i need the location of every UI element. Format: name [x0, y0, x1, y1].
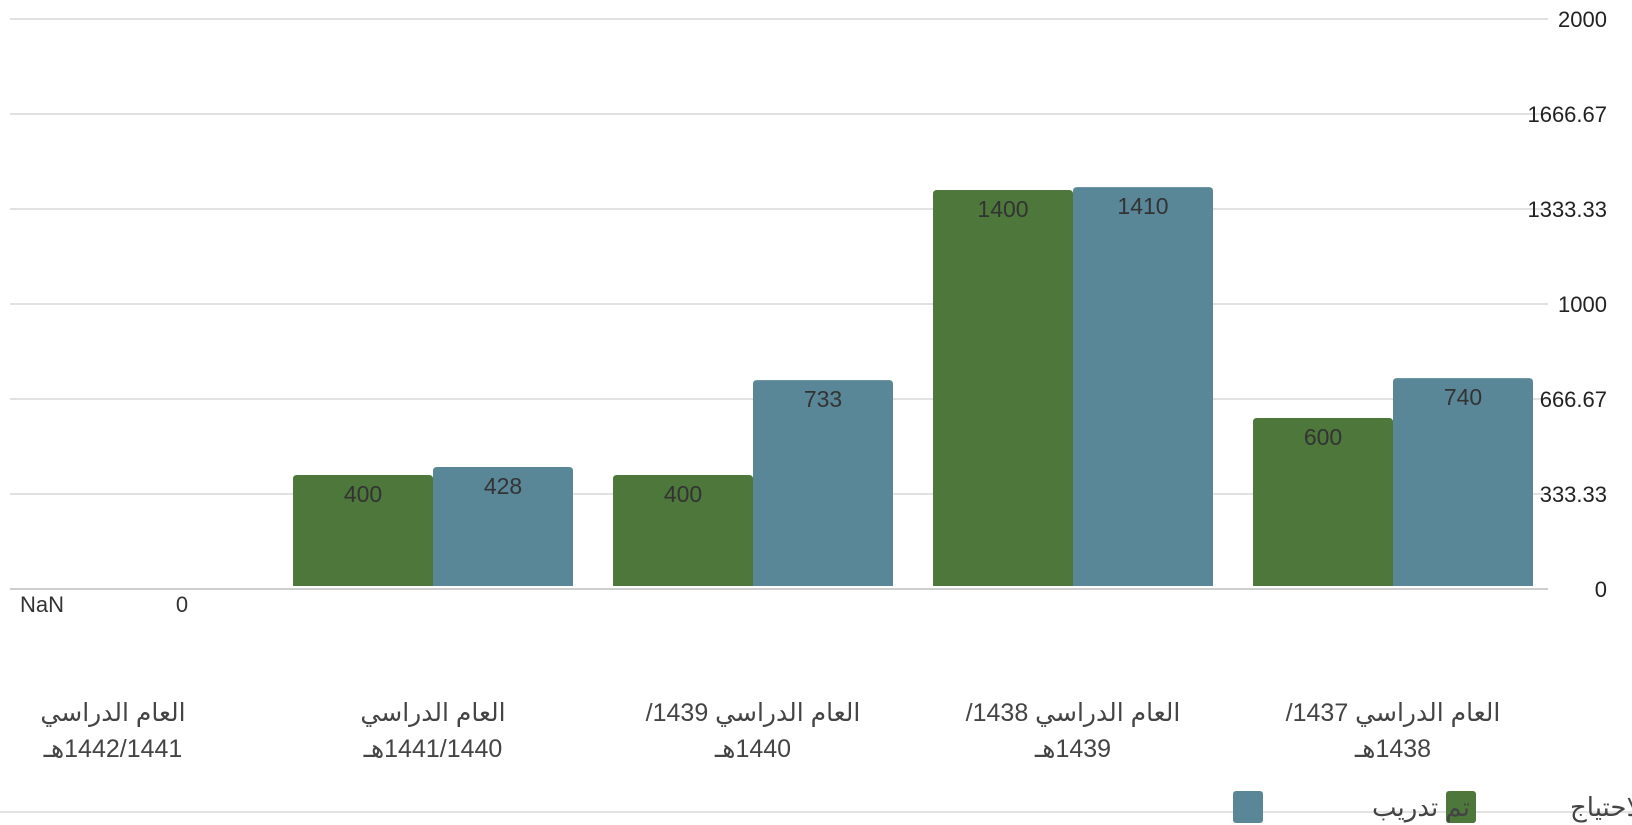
y-tick-label: 1000: [1558, 292, 1607, 317]
empty-category-value-label: NaN: [20, 592, 64, 617]
bars: 600 740 1400 1410 400 733 400 428: [293, 187, 1533, 586]
bar-value-label: 740: [1444, 384, 1482, 410]
y-tick-label: 1666.67: [1527, 102, 1607, 127]
y-axis-tick-labels: 0 333.33 666.67 1000 1333.33 1666.67 2000: [1527, 7, 1607, 602]
x-category-label: العام الدراسي 1442/1441هـ: [40, 699, 185, 763]
legend-swatch: [1446, 791, 1476, 823]
bar-value-label: 733: [804, 386, 842, 412]
y-tick-label: 2000: [1558, 7, 1607, 32]
legend-label: تم تدريب: [1372, 792, 1470, 823]
bar: [753, 380, 893, 586]
y-tick-label: 0: [1595, 577, 1607, 602]
x-category-label: العام الدراسي 1441/1440هـ: [360, 699, 505, 763]
bar: [613, 475, 753, 586]
legend-label: الاحتياج: [1570, 792, 1632, 823]
bar-value-label: 1410: [1117, 193, 1168, 219]
bar: [933, 190, 1073, 586]
y-tick-label: 666.67: [1540, 387, 1607, 412]
y-tick-label: 1333.33: [1527, 197, 1607, 222]
legend: الاحتياج تم تدريب: [1233, 791, 1632, 823]
bar-value-label: 600: [1304, 424, 1342, 450]
x-axis-category-labels: العام الدراسي 1437/1438هـ العام الدراسي 1…: [40, 699, 1500, 763]
bar-value-label: 428: [484, 473, 522, 499]
x-category-label: العام الدراسي 1437/1438هـ: [1286, 699, 1501, 763]
bar: [1253, 418, 1393, 586]
empty-category-value-label: 0: [176, 592, 188, 617]
x-category-label: العام الدراسي 1438/1439هـ: [966, 699, 1181, 763]
legend-swatch: [1233, 791, 1263, 823]
bar-value-label: 400: [664, 481, 702, 507]
bar-value-label: 1400: [977, 196, 1028, 222]
bar-value-label: 400: [344, 481, 382, 507]
bar: [293, 475, 433, 586]
x-category-label: العام الدراسي 1439/1440هـ: [646, 699, 861, 763]
bar: [433, 467, 573, 586]
empty-category-labels: NaN 0: [20, 592, 188, 617]
bar: [1073, 187, 1213, 586]
y-tick-label: 333.33: [1540, 482, 1607, 507]
bar: [1393, 378, 1533, 586]
